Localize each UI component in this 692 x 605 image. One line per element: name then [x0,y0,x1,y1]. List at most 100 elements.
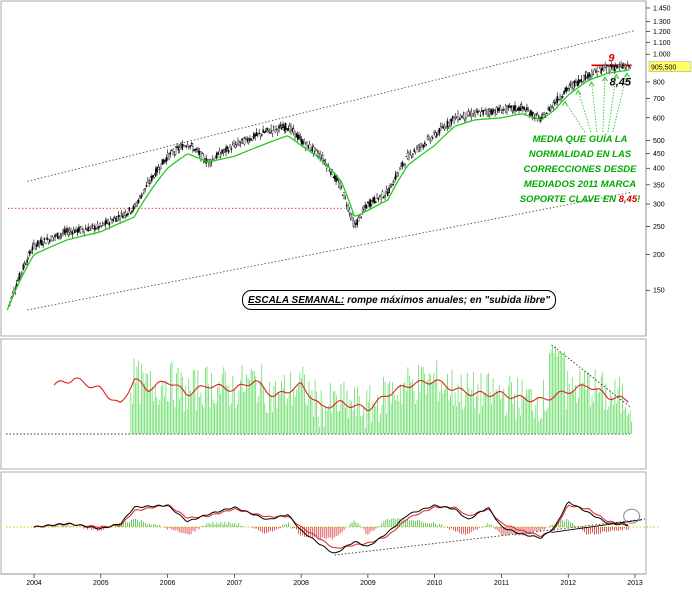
price-candle-body [503,108,506,110]
price-candle-body [286,128,288,130]
indicator1-panel-frame [0,338,647,470]
price-candle-body [482,110,484,115]
price-candle-body [119,218,121,220]
price-candle-body [420,143,422,148]
annotation-line: MEDIA QUE GUÍA LA [533,134,628,145]
price-candle-body [79,227,81,233]
price-candle-body [585,72,588,78]
x-tick-label: 2009 [360,580,376,587]
price-candle-body [152,175,154,178]
price-candle-body [145,184,148,188]
price-candle-body [67,231,70,235]
price-candle-body [575,80,577,82]
price-candle-body [267,128,270,131]
price-candle-body [137,199,140,204]
price-candle-body [372,197,374,203]
price-candle-body [112,219,115,222]
price-candle-body [302,141,304,145]
price-candle-body [597,71,600,73]
price-candle-body [276,129,279,133]
price-candle-body [223,148,226,150]
price-candle-body [235,142,238,145]
price-candle-body [35,245,38,247]
price-candle-body [360,216,362,218]
price-candle-body [192,146,194,151]
price-candle-body [34,244,36,249]
support-touch-arrow [612,73,628,133]
price-candle-body [312,146,315,154]
price-candle-body [387,192,389,196]
price-candle-body [393,178,396,183]
price-candle-body [123,212,125,215]
support-touch-arrowhead [602,76,608,82]
price-candle-body [573,80,576,87]
price-candle-body [622,65,625,67]
price-y-tick-label: 500 [653,138,665,145]
price-candle-body [490,108,492,114]
price-candle-body [614,66,617,70]
price-candle-body [45,242,47,245]
price-candle-body [548,107,551,112]
price-candle-body [428,136,430,139]
support-touch-arrow [564,101,586,133]
price-candle-body [560,97,563,99]
annotation-line: NORMALIDAD EN LAS [529,149,632,160]
price-candle-body [361,208,364,212]
price-candle-body [99,223,101,227]
price-candle-body [74,230,76,234]
price-candle-body [385,189,388,192]
price-candle-body [94,225,96,231]
price-candle-body [26,259,28,263]
price-candle-body [437,131,439,135]
price-candle-body [22,264,25,270]
price-candle-body [234,144,237,148]
price-candle-body [194,148,197,150]
price-candle-body [463,112,466,120]
price-candle-body [284,123,287,130]
price-candle-body [253,133,255,139]
price-candle-body [86,229,88,232]
price-candle-body [189,145,192,147]
price-candle-body [174,147,177,155]
price-candle-body [107,219,109,224]
price-candle-body [100,225,103,227]
support-touch-arrow [602,77,606,133]
price-candle-body [475,110,478,112]
price-candle-body [115,217,117,222]
indicator2-signal-line [33,504,629,549]
price-candle-body [379,195,381,197]
price-candle-body [510,105,512,109]
price-candle-body [304,144,307,148]
price-y-tick-label: 300 [653,202,665,209]
price-candle-body [554,102,556,104]
price-candle-body [577,78,580,85]
price-y-tick-label: 600 [653,115,665,122]
price-y-tick-label: 200 [653,252,665,259]
price-candle-body [239,142,242,144]
price-candle-body [266,127,268,131]
price-candle-body [255,131,258,136]
price-y-tick-label: 150 [653,288,665,295]
price-candle-body [197,150,199,153]
price-candle-body [19,273,22,276]
x-tick-label: 2006 [160,580,176,587]
price-candle-body [401,161,404,167]
price-candle-body [66,228,68,232]
price-candle-body [80,226,83,230]
price-candle-body [365,204,368,209]
price-candle-body [153,174,156,178]
price-candle-body [247,140,250,143]
price-candle-body [96,223,99,227]
channel-upper-line [27,30,636,182]
price-candle-body [624,65,626,68]
price-candle-body [294,131,296,138]
price-candle-body [314,147,316,152]
price-candle-body [371,200,373,205]
annotation-line: SOPORTE CLAVE EN 8,45! [520,194,641,205]
price-y-tick-label: 700 [653,96,665,103]
price-candle-body [349,214,352,218]
price-candle-body [583,75,585,81]
price-candle-body [120,212,123,214]
price-candle-body [392,183,394,186]
